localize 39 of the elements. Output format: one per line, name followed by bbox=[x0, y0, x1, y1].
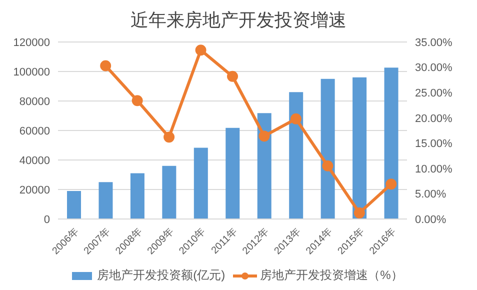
y2-tick-label: 0.00% bbox=[415, 214, 446, 226]
bar bbox=[384, 68, 398, 219]
y-tick-label: 40000 bbox=[19, 154, 50, 167]
chart-title: 近年来房地产开发投资增速 bbox=[130, 9, 348, 32]
y-tick-label: 0 bbox=[44, 214, 50, 226]
bar bbox=[289, 92, 304, 219]
point bbox=[258, 130, 270, 142]
y2-tick-label: 5.00% bbox=[415, 188, 446, 201]
bar bbox=[257, 113, 272, 219]
bar bbox=[226, 128, 240, 219]
bar bbox=[98, 182, 113, 219]
y-tick-label: 60000 bbox=[19, 125, 50, 138]
y2-tick-label: 25.00% bbox=[415, 87, 453, 100]
y2-tick-label: 10.00% bbox=[415, 163, 453, 176]
point bbox=[290, 113, 302, 124]
legend-label: 房地产开发投资额(亿元) bbox=[97, 267, 226, 284]
point bbox=[322, 160, 334, 172]
y-tick-label: 80000 bbox=[19, 96, 50, 108]
y-tick-label: 120000 bbox=[13, 36, 50, 49]
point bbox=[386, 178, 397, 190]
bar bbox=[194, 148, 208, 219]
point bbox=[132, 95, 143, 106]
bar bbox=[352, 77, 367, 219]
y2-tick-label: 15.00% bbox=[415, 138, 453, 150]
bar bbox=[67, 190, 81, 219]
y-tick-label: 100000 bbox=[13, 66, 50, 78]
point bbox=[164, 132, 175, 143]
point bbox=[227, 70, 238, 82]
y2-tick-label: 30.00% bbox=[415, 62, 453, 74]
bar bbox=[162, 166, 176, 219]
legend-label: 房地产开发投资增速（%） bbox=[260, 267, 403, 284]
bar bbox=[320, 78, 335, 219]
y2-tick-label: 20.00% bbox=[415, 112, 453, 125]
y2-tick-label: 35.00% bbox=[415, 36, 453, 49]
bar bbox=[130, 173, 144, 219]
point bbox=[354, 207, 365, 218]
point bbox=[195, 44, 206, 56]
point bbox=[100, 60, 112, 72]
y-tick-label: 20000 bbox=[19, 184, 50, 196]
